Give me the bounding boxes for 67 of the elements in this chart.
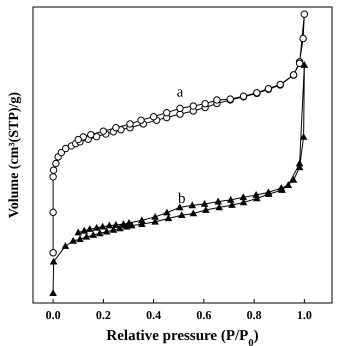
- point: [62, 144, 70, 152]
- point: [76, 235, 84, 242]
- point: [87, 130, 94, 138]
- point: [74, 136, 82, 144]
- point: [290, 176, 298, 183]
- point: [80, 226, 88, 234]
- x-tick-label: 0.0: [46, 308, 61, 322]
- point: [178, 211, 186, 218]
- x-tick-label: 0.2: [96, 308, 111, 322]
- point: [116, 224, 124, 232]
- point: [300, 10, 308, 18]
- point: [137, 116, 145, 124]
- point: [188, 201, 196, 208]
- series-label: b: [178, 191, 186, 208]
- point: [296, 160, 304, 166]
- point: [92, 224, 100, 231]
- point: [49, 289, 57, 296]
- point: [163, 208, 171, 216]
- point: [98, 222, 106, 230]
- point: [49, 249, 57, 256]
- point: [213, 96, 221, 104]
- point: [126, 120, 134, 128]
- point: [200, 200, 208, 207]
- series-label: a: [176, 84, 184, 100]
- point: [90, 231, 98, 238]
- point: [226, 196, 235, 203]
- point: [190, 209, 198, 216]
- x-tick-label: 0.4: [146, 308, 162, 322]
- point: [106, 222, 114, 228]
- point: [102, 228, 110, 234]
- point: [164, 214, 172, 222]
- point: [252, 190, 260, 198]
- point: [300, 132, 308, 140]
- point: [49, 173, 57, 181]
- point: [284, 181, 292, 188]
- point: [100, 127, 108, 135]
- point: [50, 258, 58, 265]
- point: [112, 124, 120, 132]
- point: [96, 229, 104, 236]
- point: [112, 221, 120, 228]
- point: [50, 166, 58, 174]
- point: [150, 113, 158, 120]
- x-tick-label: 0.6: [196, 308, 212, 322]
- point: [74, 228, 82, 236]
- point: [86, 225, 94, 232]
- point: [300, 61, 308, 68]
- point: [49, 208, 57, 216]
- point: [299, 34, 307, 42]
- point: [92, 132, 100, 140]
- point: [62, 242, 70, 249]
- point: [190, 102, 198, 110]
- x-tick-label: 0.8: [246, 308, 262, 322]
- point: [201, 100, 209, 108]
- point: [138, 216, 146, 224]
- point: [214, 198, 222, 204]
- y-axis-title: Volume (cm³(STP)/g): [7, 92, 22, 218]
- point: [69, 236, 77, 244]
- x-tick-label: 1.0: [296, 308, 312, 322]
- point: [202, 206, 210, 213]
- x-axis-title: Relative pressure (P/P$_{0}$): [106, 328, 259, 346]
- point: [151, 212, 159, 220]
- point: [176, 203, 184, 210]
- point: [176, 104, 184, 112]
- point: [82, 232, 90, 240]
- point: [240, 193, 248, 200]
- point: [52, 160, 60, 168]
- point: [162, 108, 170, 116]
